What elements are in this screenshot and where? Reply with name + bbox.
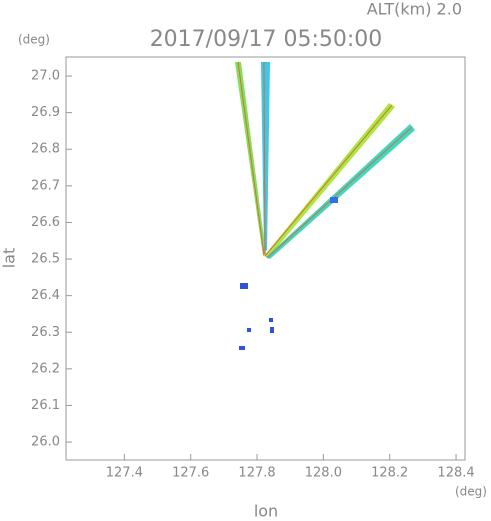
chart-title: 2017/09/17 05:50:00 (150, 27, 383, 52)
x-tick-label: 127.8 (238, 466, 275, 481)
x-tick-label: 128.0 (305, 466, 342, 481)
y-tick-label: 26.9 (31, 105, 60, 120)
x-tick-label: 128.2 (371, 466, 408, 481)
y-axis-label: lat (0, 248, 19, 269)
chart-subtitle: ALT(km) 2.0 (367, 0, 462, 19)
y-tick-label: 26.7 (31, 178, 60, 193)
x-tick-label: 128.4 (437, 466, 474, 481)
y-unit: (deg) (18, 33, 50, 47)
x-tick-label: 127.4 (106, 466, 143, 481)
y-tick-label: 26.8 (31, 142, 60, 157)
y-tick-label: 26.2 (31, 361, 60, 376)
radar-echo (235, 61, 415, 350)
y-tick-label: 26.6 (31, 215, 60, 230)
y-tick-label: 27.0 (31, 69, 60, 84)
x-tick-label: 127.6 (172, 466, 209, 481)
y-tick-label: 26.1 (31, 398, 60, 413)
x-unit: (deg) (455, 485, 487, 499)
y-tick-label: 26.5 (31, 252, 60, 267)
y-tick-label: 26.3 (31, 325, 60, 340)
x-axis-label: lon (254, 502, 278, 521)
y-tick-label: 26.4 (31, 288, 60, 303)
y-tick-label: 26.0 (31, 435, 60, 450)
